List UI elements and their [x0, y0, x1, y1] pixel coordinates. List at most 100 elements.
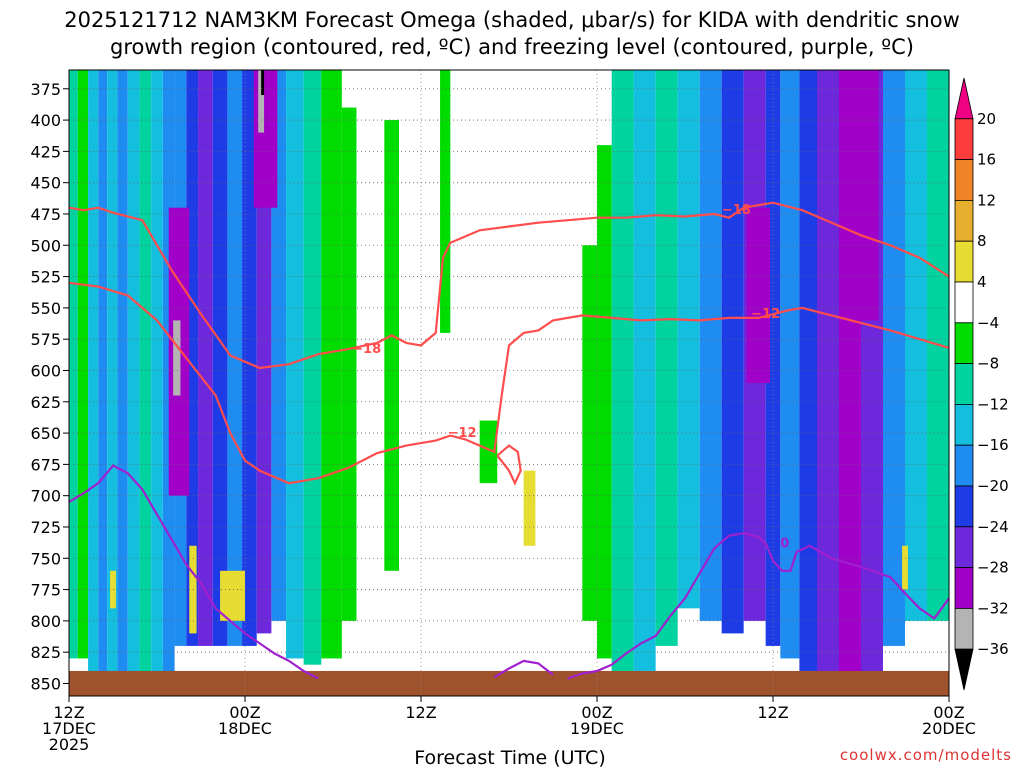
credit-text: coolwx.com/modelts — [840, 746, 1012, 764]
colorbar-segment — [954, 608, 974, 650]
omega-cell — [258, 70, 265, 133]
colorbar-label: −20 — [977, 477, 1009, 495]
omega-cell — [523, 470, 536, 546]
omega-cell — [440, 70, 451, 333]
x-tick-label: 20DEC — [922, 719, 976, 738]
x-tick-label: 2025 — [49, 735, 90, 754]
x-tick-label: 18DEC — [218, 719, 272, 738]
x-tick-label: 17DEC — [42, 719, 96, 738]
omega-cell — [633, 70, 656, 671]
omega-cell — [799, 70, 817, 671]
omega-cell — [611, 70, 634, 671]
colorbar-label: 8 — [977, 232, 987, 250]
grid-lines — [68, 70, 950, 696]
omega-cell — [98, 70, 108, 678]
y-tick-label: 425 — [30, 142, 61, 161]
colorbar-segment — [954, 526, 974, 568]
y-tick-label: 475 — [30, 205, 61, 224]
omega-cell — [117, 70, 128, 678]
y-tick-label: 750 — [30, 549, 61, 568]
colorbar-label: 12 — [977, 191, 996, 209]
y-tick-label: 675 — [30, 455, 61, 474]
omega-cell — [655, 70, 678, 646]
omega-cell — [384, 120, 399, 571]
colorbar-label: 16 — [977, 151, 996, 169]
omega-cell — [303, 70, 322, 665]
omega-cell — [341, 107, 357, 621]
contour-lines: −18 −12 −12 −18 0 — [68, 201, 950, 680]
colorbar-segment — [954, 485, 974, 528]
colorbar-segment — [954, 240, 974, 283]
contour-label: −12 — [751, 307, 780, 322]
y-tick-label: 575 — [30, 330, 61, 349]
contour-label: −12 — [448, 426, 477, 441]
omega-cell — [780, 70, 800, 659]
omega-cell — [817, 70, 839, 678]
omega-cell — [256, 70, 272, 634]
omega-cell — [151, 70, 163, 678]
omega-cell — [746, 207, 771, 383]
omega-cell — [220, 570, 245, 621]
chart-title-line-1: 2025121712 NAM3KM Forecast Omega (shaded… — [64, 8, 960, 32]
colorbar-label: 20 — [977, 110, 996, 128]
colorbar-segment — [954, 281, 974, 324]
colorbar-label: 4 — [977, 273, 987, 291]
omega-cell — [905, 70, 927, 621]
colorbar-segment — [954, 567, 974, 609]
colorbar-segment — [954, 199, 974, 242]
colorbar-segment — [954, 403, 974, 446]
omega-cell — [321, 70, 342, 659]
omega-cell — [69, 70, 78, 659]
colorbar-label: −8 — [977, 355, 999, 373]
y-tick-label: 800 — [30, 612, 61, 631]
omega-cell — [198, 70, 213, 646]
colorbar-label: −12 — [977, 395, 1009, 413]
plot-area: −18 −12 −12 −18 0 — [68, 69, 950, 697]
x-axis-title: Forecast Time (UTC) — [414, 747, 605, 768]
colorbar-label: −4 — [977, 314, 999, 332]
y-tick-label: 600 — [30, 361, 61, 380]
x-tick-label: 00Z — [933, 703, 964, 722]
y-tick-label: 400 — [30, 111, 61, 130]
y-tick-label: 500 — [30, 236, 61, 255]
x-tick-label: 00Z — [229, 703, 260, 722]
colorbar-arrow-top — [954, 77, 974, 120]
contour-label: 0 — [780, 536, 789, 551]
omega-cell — [721, 70, 744, 634]
omega-cell — [261, 70, 265, 96]
y-tick-label: 375 — [30, 80, 61, 99]
omega-cell — [189, 545, 197, 634]
y-tick-label: 625 — [30, 393, 61, 412]
colorbar-label: −24 — [977, 518, 1009, 536]
x-tick-label: 12Z — [405, 703, 436, 722]
omega-cell — [479, 420, 498, 484]
omega-cell — [902, 545, 908, 590]
omega-cell — [286, 70, 304, 659]
colorbar-label: −16 — [977, 436, 1009, 454]
omega-cell — [139, 70, 152, 678]
omega-cell — [127, 70, 140, 678]
x-tick-label: 00Z — [581, 703, 612, 722]
colorbar-segment — [954, 444, 974, 487]
omega-colorbar: 20 16 12 8 4 −4 −8 −12 −16 −20 −24 −28 −32 −36 — [954, 77, 1009, 691]
omega-cell — [212, 70, 228, 646]
omega-cell — [843, 70, 879, 321]
colorbar-arrow-bottom — [954, 648, 974, 691]
contour-label: −18 — [352, 342, 381, 357]
colorbar-label: −36 — [977, 640, 1009, 658]
y-tick-label: 725 — [30, 518, 61, 537]
omega-cell — [107, 70, 118, 678]
freezing-level-contour — [567, 532, 950, 680]
y-tick-label: 850 — [30, 674, 61, 693]
y-tick-label: 550 — [30, 299, 61, 318]
x-tick-label: 12Z — [53, 703, 84, 722]
y-tick-label: 450 — [30, 174, 61, 193]
y-tick-label: 700 — [30, 487, 61, 506]
x-tick-label: 12Z — [757, 703, 788, 722]
y-tick-label: 525 — [30, 268, 61, 287]
y-tick-label: 650 — [30, 424, 61, 443]
colorbar-segment — [954, 118, 974, 161]
dgz-contour — [68, 281, 950, 485]
